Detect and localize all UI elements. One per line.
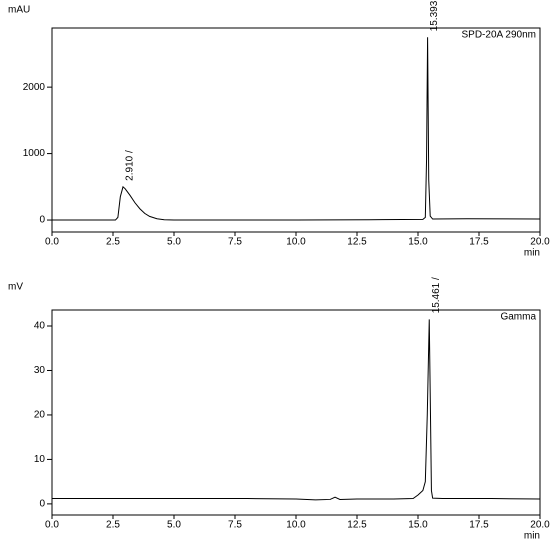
- x-tick-label: 10.0: [286, 237, 306, 248]
- legend-label: Gamma: [500, 312, 536, 323]
- plot-frame: [51, 27, 541, 233]
- y-tick-label: 0: [39, 215, 45, 226]
- x-tick-label: 5.0: [167, 237, 181, 248]
- trace-line: [52, 37, 541, 221]
- x-tick-label: 10.0: [286, 520, 306, 531]
- x-tick-label: 15.0: [408, 237, 428, 248]
- x-tick-label: 2.5: [106, 237, 120, 248]
- x-tick-label: 7.5: [228, 520, 242, 531]
- trace-line: [52, 319, 541, 501]
- peak-label: 15.393 /: [429, 0, 440, 31]
- x-axis-label: min: [524, 248, 540, 259]
- y-tick-label: 40: [34, 321, 46, 332]
- x-tick-label: 15.0: [408, 520, 428, 531]
- y-tick-label: 1000: [23, 148, 46, 159]
- x-tick-label: 2.5: [106, 520, 120, 531]
- y-tick-label: 0: [39, 499, 45, 510]
- x-tick-label: 17.5: [469, 237, 489, 248]
- x-tick-label: 7.5: [228, 237, 242, 248]
- x-tick-label: 12.5: [347, 237, 367, 248]
- y-tick-label: 20: [34, 410, 46, 421]
- x-tick-label: 12.5: [347, 520, 367, 531]
- y-tick-label: 2000: [23, 82, 46, 93]
- x-axis-label: min: [524, 531, 540, 542]
- x-tick-label: 0.0: [45, 237, 59, 248]
- x-tick-label: 20.0: [530, 520, 550, 531]
- peak-label: 2.910 /: [125, 150, 136, 181]
- x-tick-label: 0.0: [45, 520, 59, 531]
- x-tick-label: 17.5: [469, 520, 489, 531]
- legend-label: SPD-20A 290nm: [462, 30, 537, 41]
- x-tick-label: 5.0: [167, 520, 181, 531]
- y-tick-label: 10: [34, 454, 46, 465]
- peak-label: 15.461 /: [431, 277, 442, 313]
- y-tick-label: 30: [34, 365, 46, 376]
- plot-frame: [51, 309, 541, 516]
- y-axis-label: mAU: [8, 5, 30, 16]
- y-axis-label: mV: [8, 282, 23, 293]
- x-tick-label: 20.0: [530, 237, 550, 248]
